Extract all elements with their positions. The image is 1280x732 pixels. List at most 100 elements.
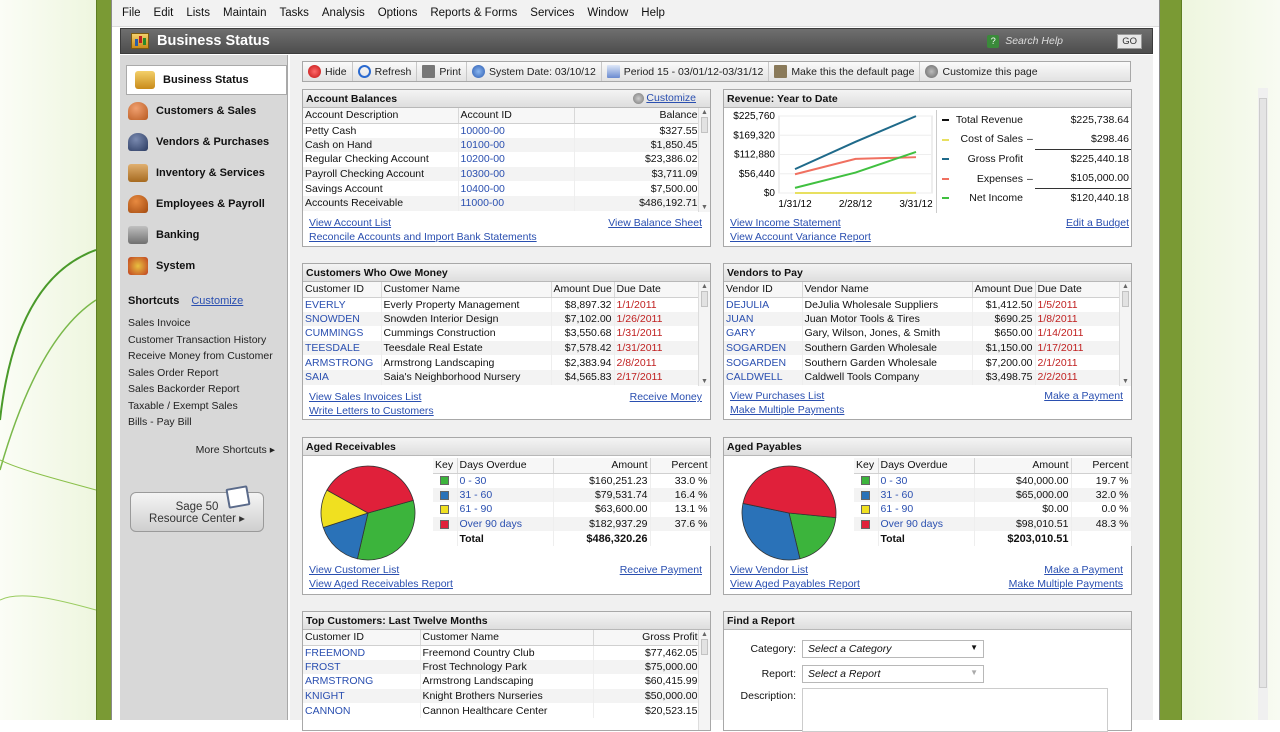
table-cell[interactable]: 10000-00: [458, 123, 574, 138]
nav-item-employees-payroll[interactable]: Employees & Payroll: [120, 188, 287, 219]
shortcut-item[interactable]: Sales Order Report: [128, 367, 287, 384]
nav-item-business-status[interactable]: Business Status: [126, 65, 287, 95]
scrollbar[interactable]: ▲▼: [698, 108, 710, 212]
hide-button[interactable]: Hide: [303, 62, 353, 81]
col-header[interactable]: Days Overdue: [457, 458, 553, 473]
more-shortcuts-link[interactable]: More Shortcuts ▸: [120, 444, 275, 456]
edit-budget-link[interactable]: Edit a Budget: [1066, 217, 1129, 229]
view-purchases-link[interactable]: View Purchases List: [730, 390, 824, 402]
view-account-list-link[interactable]: View Account List: [309, 217, 391, 229]
nav-item-system[interactable]: System: [120, 250, 287, 281]
nav-item-vendors-purchases[interactable]: Vendors & Purchases: [120, 126, 287, 157]
resource-center-button[interactable]: Sage 50 Resource Center ▸: [130, 492, 264, 532]
table-cell[interactable]: 11000-00: [458, 196, 574, 211]
col-header[interactable]: Days Overdue: [878, 458, 974, 473]
print-button[interactable]: Print: [417, 62, 467, 81]
col-header[interactable]: Percent: [650, 458, 710, 473]
scrollbar[interactable]: ▲▼: [698, 282, 710, 386]
shortcut-item[interactable]: Customer Transaction History: [128, 334, 287, 351]
days-overdue-link[interactable]: 0 - 30: [878, 473, 974, 488]
make-payment-link[interactable]: Make a Payment: [1044, 564, 1123, 576]
col-header[interactable]: Account ID: [458, 108, 574, 123]
table-cell[interactable]: SOGARDEN: [724, 355, 802, 370]
customize-page-button[interactable]: Customize this page: [920, 62, 1042, 81]
col-header[interactable]: Key: [433, 458, 457, 473]
table-cell[interactable]: CANNON: [303, 703, 420, 718]
menu-tasks[interactable]: Tasks: [279, 7, 308, 19]
view-balance-sheet-link[interactable]: View Balance Sheet: [608, 217, 702, 229]
shortcut-item[interactable]: Taxable / Exempt Sales: [128, 400, 287, 417]
table-cell[interactable]: DEJULIA: [724, 297, 802, 312]
table-cell[interactable]: GARY: [724, 326, 802, 341]
col-header[interactable]: Balance: [574, 108, 700, 123]
receive-payment-link[interactable]: Receive Payment: [620, 564, 702, 576]
days-overdue-link[interactable]: 61 - 90: [457, 502, 553, 517]
col-header[interactable]: Key: [854, 458, 878, 473]
col-header[interactable]: Account Description: [303, 108, 458, 123]
table-cell[interactable]: EVERLY: [303, 297, 381, 312]
col-header[interactable]: Vendor Name: [802, 282, 972, 297]
view-aged-receivables-link[interactable]: View Aged Receivables Report: [309, 578, 453, 590]
view-sales-invoices-link[interactable]: View Sales Invoices List: [309, 391, 421, 403]
menu-analysis[interactable]: Analysis: [322, 7, 365, 19]
menu-file[interactable]: File: [122, 7, 141, 19]
col-header[interactable]: Amount: [974, 458, 1071, 473]
shortcut-item[interactable]: Sales Backorder Report: [128, 383, 287, 400]
nav-item-customers-sales[interactable]: Customers & Sales: [120, 95, 287, 126]
search-help-input[interactable]: Search Help: [1005, 35, 1117, 47]
days-overdue-link[interactable]: Over 90 days: [878, 517, 974, 532]
days-overdue-link[interactable]: 61 - 90: [878, 502, 974, 517]
col-header[interactable]: Vendor ID: [724, 282, 802, 297]
menu-options[interactable]: Options: [378, 7, 418, 19]
view-income-statement-link[interactable]: View Income Statement: [730, 217, 841, 229]
make-multiple-payments-link[interactable]: Make Multiple Payments: [1009, 578, 1123, 590]
make-default-button[interactable]: Make this the default page: [769, 62, 920, 81]
menu-lists[interactable]: Lists: [186, 7, 210, 19]
col-header[interactable]: Gross Profit: [593, 630, 700, 645]
make-payment-link[interactable]: Make a Payment: [1044, 390, 1123, 402]
receive-money-link[interactable]: Receive Money: [630, 391, 702, 403]
table-cell[interactable]: FROST: [303, 660, 420, 675]
report-select[interactable]: Select a Report▼: [802, 665, 984, 683]
table-cell[interactable]: JUAN: [724, 312, 802, 327]
table-cell[interactable]: 10200-00: [458, 152, 574, 167]
table-cell[interactable]: 10100-00: [458, 138, 574, 153]
days-overdue-link[interactable]: 31 - 60: [878, 488, 974, 503]
days-overdue-link[interactable]: 0 - 30: [457, 473, 553, 488]
nav-item-inventory-services[interactable]: Inventory & Services: [120, 157, 287, 188]
table-cell[interactable]: 10400-00: [458, 181, 574, 196]
go-button[interactable]: GO: [1117, 34, 1142, 49]
days-overdue-link[interactable]: Over 90 days: [457, 517, 553, 532]
nav-item-banking[interactable]: Banking: [120, 219, 287, 250]
scrollbar[interactable]: ▲▼: [1119, 282, 1131, 386]
table-cell[interactable]: ARMSTRONG: [303, 355, 381, 370]
customize-link[interactable]: Customize: [633, 92, 696, 104]
col-header[interactable]: Due Date: [614, 282, 700, 297]
